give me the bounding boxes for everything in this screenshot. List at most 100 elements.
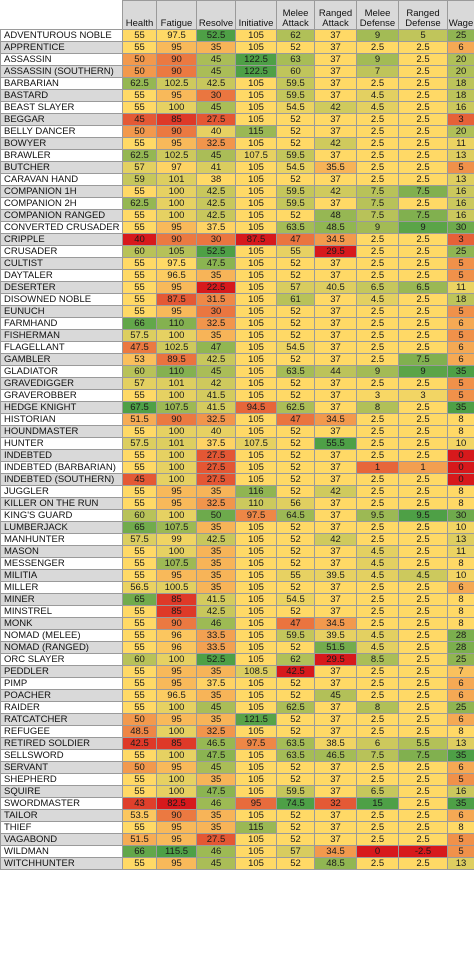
stat-cell[interactable]: 5 <box>447 329 474 342</box>
stat-cell[interactable]: 2.5 <box>356 821 399 834</box>
stat-cell[interactable]: 4.5 <box>356 557 399 570</box>
stat-cell[interactable]: 2.5 <box>356 833 399 846</box>
stat-cell[interactable]: 97.5 <box>235 509 277 522</box>
row-name-cell[interactable]: CULTIST <box>0 257 123 270</box>
stat-cell[interactable]: 55 <box>122 569 157 582</box>
stat-cell[interactable]: 95 <box>235 797 277 810</box>
stat-cell[interactable]: 51.5 <box>314 641 357 654</box>
row-name-cell[interactable]: BUTCHER <box>0 161 123 174</box>
stat-cell[interactable]: 52 <box>276 677 315 690</box>
row-name-cell[interactable]: HEDGE KNIGHT <box>0 401 123 414</box>
stat-cell[interactable]: 6 <box>447 713 474 726</box>
stat-cell[interactable]: 2.5 <box>356 713 399 726</box>
stat-cell[interactable]: 42.5 <box>276 665 315 678</box>
stat-cell[interactable]: 60 <box>122 245 157 258</box>
stat-cell[interactable]: 57 <box>122 377 157 390</box>
stat-cell[interactable]: 37 <box>314 341 357 354</box>
stat-cell[interactable]: 37 <box>314 509 357 522</box>
stat-cell[interactable]: 52 <box>276 821 315 834</box>
stat-cell[interactable]: 41.5 <box>196 401 236 414</box>
row-name-cell[interactable]: HOUNDMASTER <box>0 425 123 438</box>
stat-cell[interactable]: 52 <box>276 833 315 846</box>
stat-cell[interactable]: 90 <box>156 125 197 138</box>
stat-cell[interactable]: 85 <box>156 593 197 606</box>
stat-cell[interactable]: 55.5 <box>314 437 357 450</box>
stat-cell[interactable]: 105 <box>235 701 277 714</box>
stat-cell[interactable]: 52 <box>276 533 315 546</box>
stat-cell[interactable]: 2.5 <box>398 245 448 258</box>
stat-cell[interactable]: 25 <box>447 245 474 258</box>
stat-cell[interactable]: 105 <box>235 689 277 702</box>
stat-cell[interactable]: 10 <box>447 569 474 582</box>
stat-cell[interactable]: 16 <box>447 197 474 210</box>
row-name-cell[interactable]: THIEF <box>0 821 123 834</box>
stat-cell[interactable]: 55 <box>122 617 157 630</box>
stat-cell[interactable]: 2.5 <box>398 293 448 306</box>
row-name-cell[interactable]: INDEBTED <box>0 449 123 462</box>
stat-cell[interactable]: 105 <box>235 605 277 618</box>
stat-cell[interactable]: 105 <box>235 809 277 822</box>
stat-cell[interactable]: 102.5 <box>156 77 197 90</box>
stat-cell[interactable]: 105 <box>156 245 197 258</box>
stat-cell[interactable]: 52.5 <box>196 245 236 258</box>
stat-cell[interactable]: 74.5 <box>276 797 315 810</box>
stat-cell[interactable]: 60 <box>276 65 315 78</box>
stat-cell[interactable]: 1 <box>356 461 399 474</box>
stat-cell[interactable]: 42.5 <box>196 353 236 366</box>
stat-cell[interactable]: 11 <box>447 545 474 558</box>
stat-cell[interactable]: 2.5 <box>356 449 399 462</box>
row-name-cell[interactable]: HUNTER <box>0 437 123 450</box>
stat-cell[interactable]: 105 <box>235 89 277 102</box>
stat-cell[interactable]: 37 <box>314 149 357 162</box>
stat-cell[interactable]: 52 <box>276 353 315 366</box>
stat-cell[interactable]: 3 <box>447 113 474 126</box>
stat-cell[interactable]: 18 <box>447 77 474 90</box>
stat-cell[interactable]: 2.5 <box>356 533 399 546</box>
stat-cell[interactable]: 16 <box>447 209 474 222</box>
stat-cell[interactable]: 37 <box>314 401 357 414</box>
stat-cell[interactable]: 100 <box>156 101 197 114</box>
stat-cell[interactable]: 63.5 <box>276 737 315 750</box>
stat-cell[interactable]: 50 <box>122 53 157 66</box>
row-name-cell[interactable]: MINER <box>0 593 123 606</box>
stat-cell[interactable]: 4.5 <box>356 641 399 654</box>
stat-cell[interactable]: 5 <box>447 257 474 270</box>
stat-cell[interactable]: 105 <box>235 113 277 126</box>
stat-cell[interactable]: 55 <box>122 857 157 870</box>
stat-cell[interactable]: 55 <box>122 281 157 294</box>
stat-cell[interactable]: 59.5 <box>276 185 315 198</box>
stat-cell[interactable]: 6 <box>447 689 474 702</box>
stat-cell[interactable]: 37 <box>314 257 357 270</box>
stat-cell[interactable]: 2.5 <box>398 401 448 414</box>
stat-cell[interactable]: 37 <box>314 89 357 102</box>
stat-cell[interactable]: 55 <box>122 185 157 198</box>
stat-cell[interactable]: 59.5 <box>276 197 315 210</box>
stat-cell[interactable]: 2.5 <box>356 125 399 138</box>
stat-cell[interactable]: 110 <box>156 365 197 378</box>
row-name-cell[interactable]: DAYTALER <box>0 269 123 282</box>
stat-cell[interactable]: 100 <box>156 785 197 798</box>
row-name-cell[interactable]: SELLSWORD <box>0 749 123 762</box>
stat-cell[interactable]: 2.5 <box>398 341 448 354</box>
stat-cell[interactable]: 2.5 <box>398 77 448 90</box>
stat-cell[interactable]: 2.5 <box>398 377 448 390</box>
stat-cell[interactable]: 56 <box>276 497 315 510</box>
stat-cell[interactable]: 25 <box>447 701 474 714</box>
stat-cell[interactable]: 100 <box>156 773 197 786</box>
stat-cell[interactable]: 82.5 <box>156 797 197 810</box>
stat-cell[interactable]: 35 <box>196 329 236 342</box>
stat-cell[interactable]: 5.5 <box>398 737 448 750</box>
stat-cell[interactable]: 37 <box>314 377 357 390</box>
stat-cell[interactable]: 35 <box>196 713 236 726</box>
stat-cell[interactable]: 2.5 <box>398 557 448 570</box>
stat-cell[interactable]: 62 <box>276 29 315 42</box>
stat-cell[interactable]: 97.5 <box>156 257 197 270</box>
stat-cell[interactable]: 85 <box>156 605 197 618</box>
stat-cell[interactable]: 95 <box>156 665 197 678</box>
stat-cell[interactable]: 100 <box>156 185 197 198</box>
stat-cell[interactable]: 6 <box>447 761 474 774</box>
stat-cell[interactable]: 9 <box>356 53 399 66</box>
stat-cell[interactable]: 7.5 <box>398 749 448 762</box>
stat-cell[interactable]: 57.5 <box>122 437 157 450</box>
row-name-cell[interactable]: LUMBERJACK <box>0 521 123 534</box>
